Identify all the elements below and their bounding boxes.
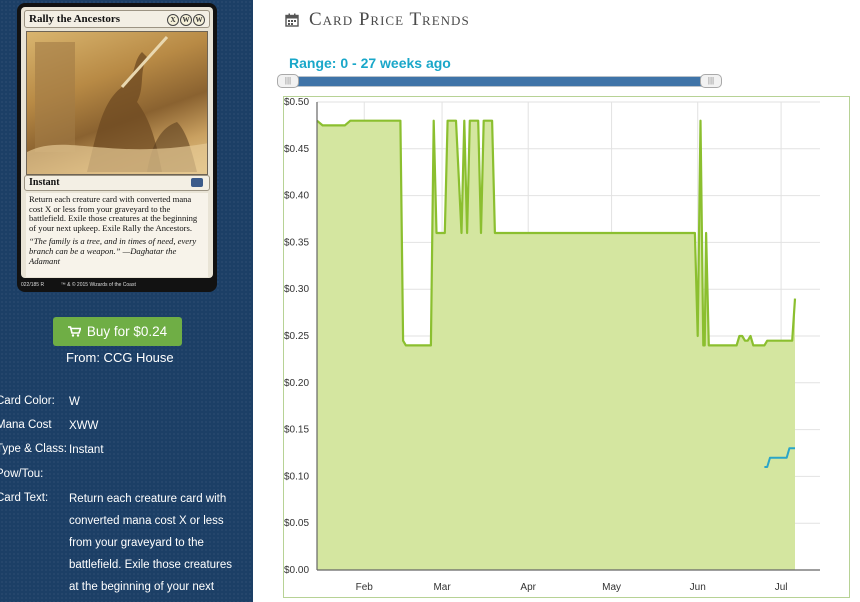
y-tick-label: $0.15 <box>284 425 309 436</box>
detail-label: Card Text: <box>0 492 49 504</box>
y-tick-label: $0.25 <box>284 331 309 342</box>
buy-button[interactable]: Buy for $0.24 <box>53 317 182 346</box>
chart-axes: $0.00 $0.05 $0.10 $0.15 $0.20 $0.25 $0.30 $0.35… <box>284 97 820 593</box>
y-tick-label: $0.50 <box>284 97 309 108</box>
card-art <box>26 31 208 175</box>
card-art-illustration <box>27 35 207 174</box>
card-copyright: ™ & © 2015 Wizards of the Coast <box>60 282 136 288</box>
card-footer: 022/185 R ™ & © 2015 Wizards of the Coas… <box>21 280 213 291</box>
card-title-bar: Rally the Ancestors X W W <box>24 10 210 28</box>
card-rules-text: Return each creature card with converted… <box>29 194 198 233</box>
range-slider-end-handle[interactable]: ||| <box>700 74 722 88</box>
market-price-line <box>316 119 797 347</box>
range-slider-selection <box>291 77 715 86</box>
mana-symbol-w: W <box>180 14 192 26</box>
card-flavor-text: “The family is a tree, and in times of n… <box>29 236 197 266</box>
set-symbol-icon <box>191 178 203 187</box>
calendar-icon <box>285 13 299 27</box>
detail-label: Card Color: <box>0 395 55 407</box>
shopping-cart-icon <box>67 326 81 337</box>
y-tick-label: $0.45 <box>284 144 309 155</box>
x-tick-label: Jul <box>775 582 788 593</box>
card-name: Rally the Ancestors <box>29 13 121 25</box>
card-type-line: Instant <box>29 177 60 188</box>
x-tick-label: Jun <box>690 582 706 593</box>
price-trend-chart: $0.00 $0.05 $0.10 $0.15 $0.20 $0.25 $0.30 $0.35… <box>284 97 820 593</box>
y-tick-label: $0.00 <box>284 565 309 576</box>
card-sidebar: Rally the Ancestors X W W Instant <box>0 0 253 602</box>
mana-symbol-x: X <box>167 14 179 26</box>
detail-value: W <box>69 396 80 408</box>
card-collector-number: 022/185 R <box>21 282 45 288</box>
x-tick-label: Apr <box>520 582 536 593</box>
x-tick-label: May <box>602 582 621 593</box>
page-title: Card Price Trends <box>309 9 470 30</box>
mana-symbol-w: W <box>193 14 205 26</box>
buy-price-line <box>764 447 795 468</box>
detail-label: Mana Cost <box>0 419 52 431</box>
y-tick-label: $0.20 <box>284 378 309 389</box>
seller-name: From: CCG House <box>66 350 174 365</box>
detail-label: Type & Class: <box>0 443 67 455</box>
detail-label: Pow/Tou: <box>0 468 44 480</box>
y-tick-label: $0.35 <box>284 237 309 248</box>
range-slider-start-handle[interactable]: ||| <box>277 74 299 88</box>
y-tick-label: $0.30 <box>284 284 309 295</box>
detail-value: Return each creature card with converted… <box>69 493 233 593</box>
y-tick-label: $0.10 <box>284 471 309 482</box>
section-heading: Card Price Trends <box>285 8 470 32</box>
detail-value: XWW <box>69 420 99 432</box>
detail-value: Instant <box>69 444 104 456</box>
range-label: Range: 0 - 27 weeks ago <box>289 55 451 71</box>
card-frame: Rally the Ancestors X W W Instant <box>21 7 213 278</box>
card-image[interactable]: Rally the Ancestors X W W Instant <box>17 3 217 292</box>
card-textbox: Return each creature card with converted… <box>26 193 208 277</box>
card-type-bar: Instant <box>24 175 210 191</box>
x-tick-label: Mar <box>433 582 451 593</box>
card-mana-symbols: X W W <box>167 14 205 26</box>
y-tick-label: $0.40 <box>284 191 309 202</box>
x-tick-label: Feb <box>356 582 374 593</box>
buy-button-label: Buy for $0.24 <box>86 324 168 339</box>
y-tick-label: $0.05 <box>284 518 309 529</box>
chart-series <box>316 119 797 570</box>
